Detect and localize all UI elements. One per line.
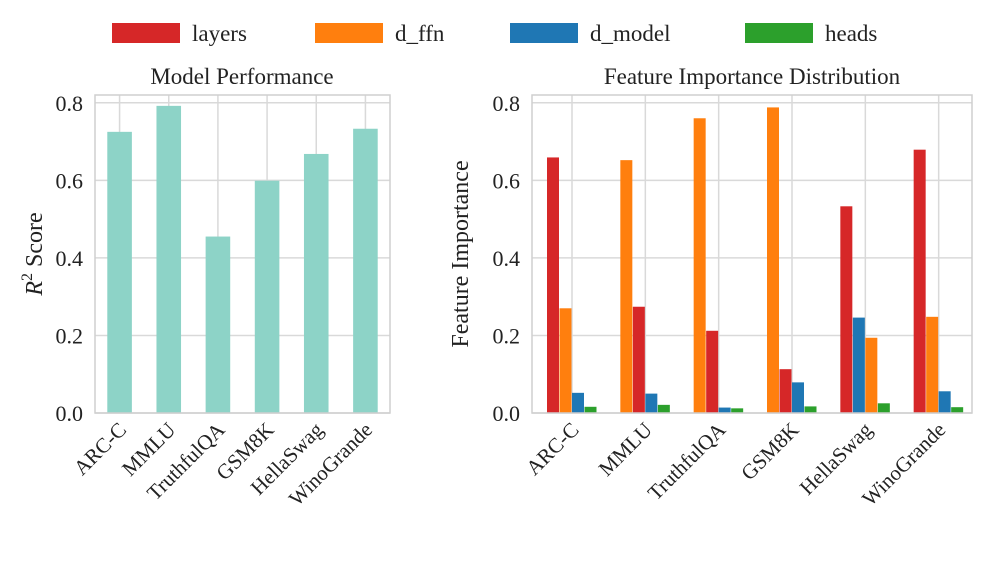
bar-winogrande-d_model bbox=[938, 391, 951, 413]
bar-mmlu-d_model bbox=[645, 393, 658, 413]
x-tick-label: ARC-C bbox=[69, 418, 131, 480]
bar-truthfulqa-d_model bbox=[718, 407, 731, 413]
chart-title: Model Performance bbox=[150, 64, 333, 89]
y-tick-label: 0.6 bbox=[493, 168, 521, 193]
x-ticks: ARC-CMMLUTruthfulQAGSM8KHellaSwagWinoGra… bbox=[69, 417, 377, 511]
bar-arc-c-heads bbox=[584, 406, 597, 413]
bar-gsm8k-d_model bbox=[792, 382, 804, 413]
legend-swatch-heads bbox=[745, 23, 813, 43]
x-tick-label: MMLU bbox=[594, 418, 657, 481]
bar-gsm8k-d_ffn bbox=[767, 107, 779, 413]
bar-mmlu-layers bbox=[632, 306, 645, 413]
bar-hellaswag-d_ffn bbox=[865, 337, 878, 413]
bar-hellaswag bbox=[303, 153, 329, 413]
bar-hellaswag-layers bbox=[840, 206, 853, 413]
y-tick-label: 0.6 bbox=[56, 168, 84, 193]
legend-label-heads: heads bbox=[825, 21, 877, 46]
y-tick-label: 0.2 bbox=[493, 323, 521, 348]
bar-winogrande-heads bbox=[951, 407, 964, 413]
bar-mmlu-d_ffn bbox=[620, 160, 633, 413]
bar-hellaswag-d_model bbox=[852, 317, 865, 413]
y-ticks: 0.0 0.2 0.4 0.6 0.8 bbox=[56, 91, 84, 426]
legend-label-d_model: d_model bbox=[590, 21, 671, 46]
y-tick-label: 0.4 bbox=[493, 246, 521, 271]
plot-frame bbox=[94, 94, 391, 414]
y-tick-label: 0.8 bbox=[493, 91, 521, 116]
chart-model-performance: 0.0 0.2 0.4 0.6 0.8 ARC-CMMLUTruthfulQAGSM8K… bbox=[19, 64, 391, 511]
legend-swatch-d_model bbox=[510, 23, 578, 43]
bar-arc-c bbox=[107, 131, 132, 413]
bar-winogrande-layers bbox=[913, 149, 926, 413]
legend: layers d_ffn d_model heads bbox=[112, 21, 877, 46]
x-tick-label: GSM8K bbox=[736, 418, 803, 485]
y-tick-label: 0.4 bbox=[56, 246, 84, 271]
y-tick-label: 0.0 bbox=[493, 401, 521, 426]
bar-winogrande-d_ffn bbox=[926, 316, 939, 413]
bar-winogrande bbox=[353, 128, 378, 414]
y-axis-label-score: Score bbox=[22, 212, 48, 273]
legend-swatch-d_ffn bbox=[315, 23, 383, 43]
y-axis-label-sup: 2 bbox=[19, 273, 36, 281]
bars bbox=[547, 107, 964, 413]
y-ticks: 0.0 0.2 0.4 0.6 0.8 bbox=[493, 91, 521, 426]
bar-truthfulqa bbox=[205, 236, 231, 413]
y-axis-label: Feature Importance bbox=[448, 160, 474, 347]
y-axis-label-r: R bbox=[22, 281, 48, 297]
bar-hellaswag-heads bbox=[877, 403, 890, 413]
y-tick-label: 0.0 bbox=[56, 401, 84, 426]
chart-title: Feature Importance Distribution bbox=[604, 64, 901, 89]
legend-label-layers: layers bbox=[192, 21, 247, 46]
bar-gsm8k-layers bbox=[779, 369, 792, 413]
bar-arc-c-d_model bbox=[572, 392, 584, 413]
bars bbox=[107, 105, 378, 414]
bar-arc-c-d_ffn bbox=[559, 308, 572, 413]
y-axis-label: R2 Score bbox=[19, 212, 48, 296]
y-tick-label: 0.2 bbox=[56, 323, 84, 348]
grid bbox=[532, 95, 972, 414]
bar-mmlu bbox=[156, 105, 182, 414]
bar-gsm8k-heads bbox=[804, 406, 817, 413]
legend-swatch-layers bbox=[112, 23, 180, 43]
y-tick-label: 0.8 bbox=[56, 91, 84, 116]
x-tick-label: TruthfulQA bbox=[643, 417, 731, 505]
plot-frame bbox=[531, 94, 973, 414]
bar-gsm8k bbox=[254, 180, 280, 413]
legend-label-d_ffn: d_ffn bbox=[395, 21, 445, 46]
x-tick-label: ARC-C bbox=[521, 418, 583, 480]
bar-arc-c-layers bbox=[547, 157, 559, 413]
bar-mmlu-heads bbox=[657, 404, 670, 413]
bar-truthfulqa-d_ffn bbox=[693, 118, 706, 413]
bar-truthfulqa-heads bbox=[731, 408, 744, 413]
grid bbox=[95, 95, 390, 414]
bar-truthfulqa-layers bbox=[706, 330, 719, 413]
